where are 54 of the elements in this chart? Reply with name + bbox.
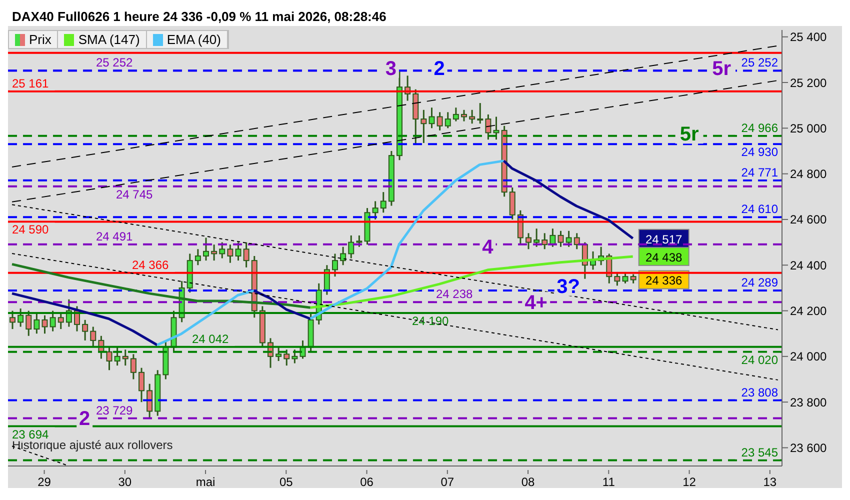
ref-line-label: 25 252 [96, 56, 134, 70]
x-tick-label: 12 [682, 475, 696, 489]
ref-line-label: 24 491 [96, 229, 134, 244]
ref-line-label: 24 771 [741, 165, 778, 180]
x-tick-label: 13 [763, 475, 777, 489]
legend-label: EMA (40) [166, 32, 221, 47]
ref-line-label: 24 289 [741, 275, 778, 290]
y-tick-label: 24 800 [790, 167, 828, 182]
ref-line-label: 23 545 [741, 445, 778, 460]
ref-line-label: 23 729 [96, 403, 134, 418]
x-tick-label: 06 [360, 475, 374, 489]
y-tick-label: 23 600 [790, 441, 828, 455]
y-tick-label: 24 200 [790, 304, 828, 318]
x-tick-label: 08 [521, 475, 536, 489]
x-tick-label: 05 [279, 475, 294, 489]
annotation: 5r [680, 124, 699, 146]
y-tick-label: 25 200 [790, 76, 828, 90]
x-tick-label: 30 [118, 475, 132, 489]
ref-line-label: 24 930 [741, 145, 778, 160]
ref-line-label: 24 020 [741, 352, 778, 367]
data-label: 24 517 [645, 232, 683, 246]
annotation: 4 [482, 236, 494, 258]
legend-label: Prix [29, 32, 52, 47]
ref-line-label: 24 966 [741, 120, 778, 135]
y-tick-label: 25 400 [790, 30, 828, 44]
text: 24 336 [645, 274, 682, 288]
legend-label: SMA (147) [78, 32, 140, 47]
y-tick-label: 24 400 [790, 258, 828, 272]
x-tick-label: 07 [440, 475, 454, 489]
annotation: 3? [556, 276, 580, 298]
ref-line-label: 24 190 [412, 314, 450, 328]
ref-line-label: 24 238 [436, 287, 474, 302]
annotation: 2 [434, 58, 445, 80]
x-tick-label: 11 [602, 475, 616, 489]
annotation: 2 [79, 408, 90, 430]
ref-line-label: 25 161 [12, 76, 50, 90]
data-label: 24 438 [645, 250, 683, 264]
ref-line-label: 24 610 [741, 202, 778, 216]
annotation: 4+ [524, 292, 548, 314]
ref-line-label: 24 745 [116, 187, 154, 202]
y-tick-label: 25 000 [790, 121, 828, 136]
x-tick-label: mai [196, 475, 216, 489]
ref-line-label: 25 252 [741, 56, 778, 70]
y-tick-label: 24 600 [790, 212, 828, 227]
annotation: 5r [712, 58, 732, 80]
y-tick-label: 24 000 [790, 350, 828, 364]
ref-line-label: 24 042 [192, 332, 230, 346]
x-tick-label: 29 [38, 475, 52, 489]
ref-line-label: 23 808 [741, 385, 778, 400]
chart-title: DAX40 Full0626 1 heure 24 336 -0,09 % 11 mai 2026, 08:28:46 [11, 8, 388, 26]
ref-line-label: 24 366 [132, 258, 170, 272]
ref-line-label: 24 590 [12, 222, 50, 237]
y-tick-label: 23 800 [790, 395, 828, 410]
annotation: 3 [385, 58, 397, 80]
